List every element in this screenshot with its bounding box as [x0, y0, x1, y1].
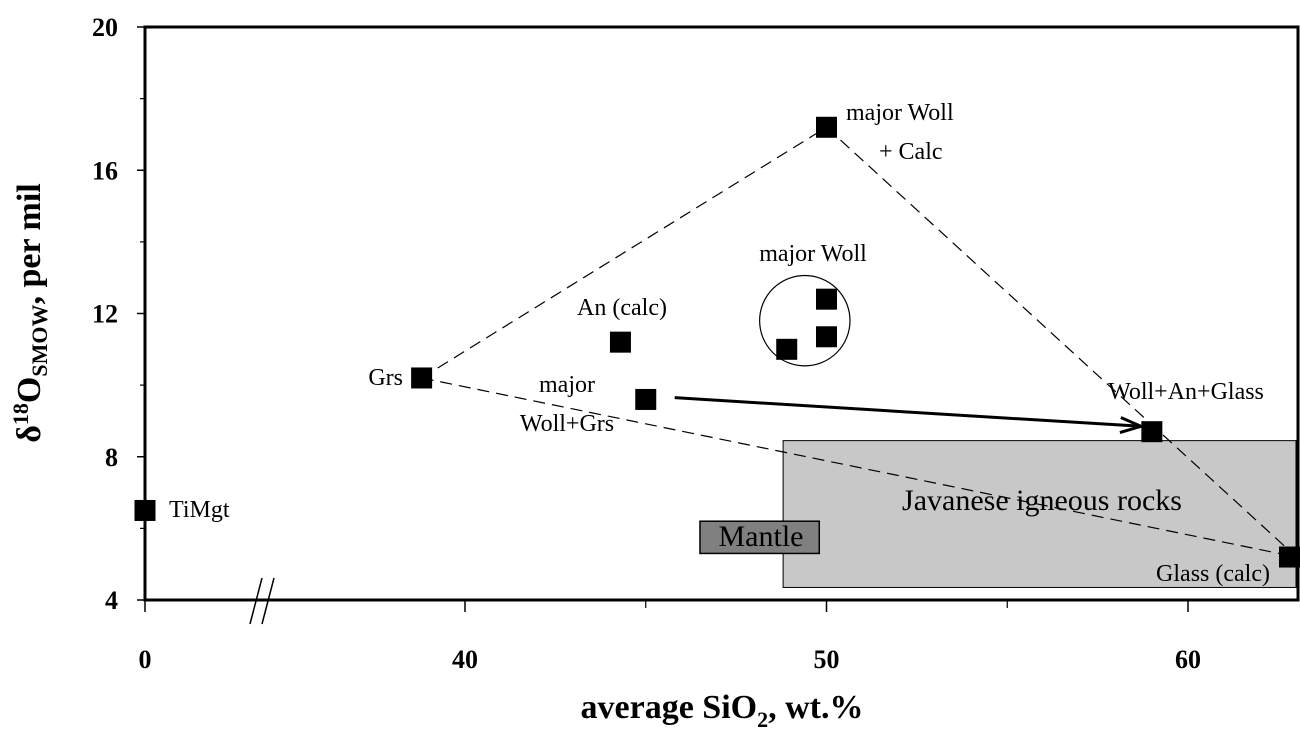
tick-labels: 0 40 50 60 4 8 12 16 20: [92, 13, 1201, 674]
y-title-18: 18: [8, 403, 33, 425]
x-tick-label: 40: [452, 645, 478, 674]
cluster-circle: [759, 274, 851, 367]
point-annotation-1: TiMgt: [169, 497, 230, 523]
arrow-shaft: [674, 396, 1142, 428]
point-annotation-10: Glass (calc): [1156, 561, 1270, 587]
axis-break-marks: [249, 577, 275, 625]
mantle-region-label: Mantle: [719, 520, 804, 553]
mantle-region: [699, 520, 821, 555]
y-title-O: O: [11, 377, 48, 403]
data-point-6: [816, 326, 837, 348]
data-point-8: [816, 116, 837, 138]
dashed-line-1: [421, 126, 827, 379]
point-annotation-4: major: [539, 372, 595, 398]
y-title-tail: , per mil: [11, 183, 48, 304]
point-annotation-5: Woll+Grs: [520, 411, 614, 437]
x-tick-label: 60: [1175, 645, 1201, 674]
y-title-smow: SMOW: [27, 304, 52, 376]
dashed-line-3: [421, 377, 1297, 558]
data-point-10: [1279, 546, 1300, 568]
point-annotation-3: An (calc): [577, 295, 667, 321]
javanese-region-label: Javanese igneous rocks: [902, 484, 1182, 517]
circle-layer: [759, 274, 851, 367]
data-point-2: [411, 367, 433, 389]
data-point-9: [1141, 421, 1163, 443]
data-point-3: [609, 331, 631, 353]
arrow-layer: [674, 396, 1146, 435]
y-tick-label: 4: [105, 586, 118, 615]
x-tick-label: 50: [814, 645, 840, 674]
data-point-5: [776, 338, 798, 360]
y-tick-label: 8: [105, 443, 118, 472]
arrow-head: [1119, 416, 1146, 435]
dashed-line-2: [826, 126, 1297, 558]
x-axis-title-tail: , wt.%: [768, 689, 863, 726]
annotations-layer: TiMgt Grs An (calc) major Woll+Grs major Woll…: [169, 100, 1270, 587]
y-tick-label: 20: [92, 13, 118, 42]
x-tick-label: 0: [139, 645, 152, 674]
axis-ticks: [137, 26, 1189, 612]
axis-break-slash-2: [261, 577, 275, 625]
point-annotation-2: Grs: [368, 365, 403, 391]
data-point-4: [635, 388, 657, 410]
dashed-lines-layer: [421, 126, 1297, 558]
y-tick-label: 16: [92, 156, 118, 185]
y-axis-title: δ18OSMOW, per mil: [8, 183, 52, 442]
point-annotation-8: + Calc: [879, 139, 943, 165]
x-axis-title-main: average SiO: [581, 689, 758, 726]
y-title-delta: δ: [11, 425, 48, 443]
point-annotation-9: Woll+An+Glass: [1108, 379, 1264, 405]
data-point-7: [816, 288, 837, 310]
regions-layer: Javanese igneous rocks Mantle: [699, 440, 1297, 588]
x-axis-title-sub: 2: [757, 707, 768, 732]
javanese-region: [782, 440, 1297, 588]
point-annotation-6: major Woll: [759, 241, 867, 267]
point-annotation-7: major Woll: [846, 100, 954, 126]
data-point-1: [134, 499, 156, 521]
axis-break-slash-1: [249, 577, 263, 625]
x-axis-title: average SiO2, wt.%: [581, 689, 864, 732]
points-layer: [134, 116, 1300, 568]
y-tick-label: 12: [92, 300, 118, 329]
